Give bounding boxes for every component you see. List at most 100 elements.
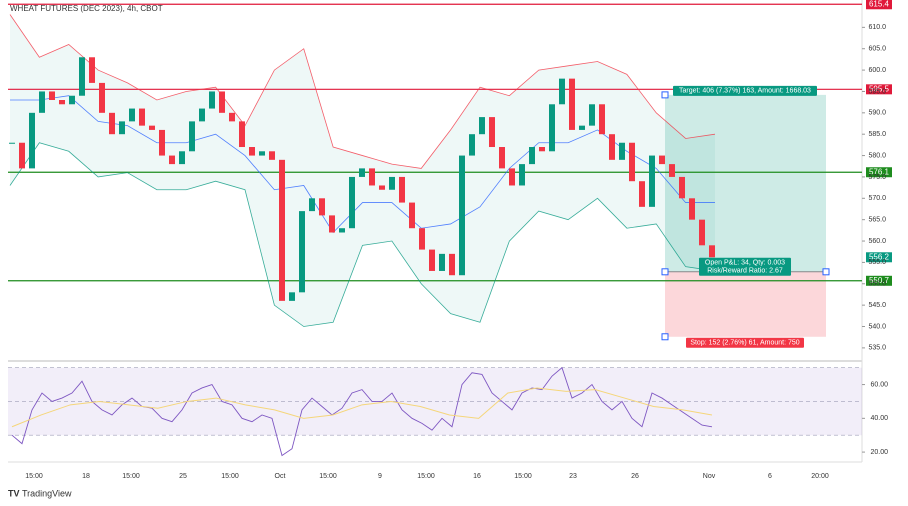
level-label: 576.1: [869, 167, 890, 176]
level-label: 595.5: [869, 84, 890, 93]
candle: [49, 91, 55, 101]
candle: [149, 125, 155, 130]
rsi-tick-label: 20.00: [870, 449, 888, 456]
position-label-bg: [699, 265, 791, 276]
candle: [119, 121, 125, 135]
y-tick-label: 575.0: [868, 174, 886, 181]
candle: [39, 91, 45, 113]
x-tick-label: 26: [631, 473, 639, 480]
candle: [539, 147, 545, 152]
x-tick-label: 15:00: [221, 473, 239, 480]
x-tick-label: 15:00: [122, 473, 140, 480]
position-label: Open P&L: 34, Qty: 0.003: [705, 260, 785, 267]
level-tag: [866, 0, 892, 10]
y-tick-label: 590.0: [868, 110, 886, 117]
candle: [69, 95, 75, 105]
level-label: 615.4: [869, 0, 890, 8]
candle: [649, 155, 655, 207]
candle: [409, 202, 415, 229]
level-label: 550.7: [869, 276, 890, 285]
level-tag: [866, 84, 892, 95]
candle: [369, 168, 375, 186]
brand: TradingView: [22, 488, 72, 498]
position-label: Target: 406 (7.37%) 163, Amount: 1668.03: [679, 88, 811, 95]
handle[interactable]: [822, 268, 830, 276]
candle: [429, 249, 435, 271]
candle: [249, 147, 255, 156]
y-tick-label: 535.0: [868, 345, 886, 352]
candle: [599, 104, 605, 135]
candle: [689, 198, 695, 220]
x-tick-label: 20:00: [811, 473, 829, 480]
candle: [619, 142, 625, 160]
x-tick-label: 15:00: [319, 473, 337, 480]
candle: [19, 142, 25, 169]
candle: [569, 78, 575, 130]
candle: [99, 82, 105, 113]
bollinger-upper: [9, 14, 716, 169]
x-tick-label: 9: [378, 473, 382, 480]
candle: [379, 185, 385, 190]
candle: [59, 100, 65, 105]
candle: [679, 176, 685, 199]
candle: [509, 168, 515, 186]
y-tick-label: 540.0: [868, 323, 886, 330]
candle: [349, 176, 355, 229]
level-tag: [866, 167, 892, 178]
candle: [459, 155, 465, 276]
rsi-ma-line: [11, 387, 713, 428]
x-tick-label: 16: [473, 473, 481, 480]
candle: [399, 176, 405, 203]
candle: [269, 151, 275, 160]
candle: [639, 181, 645, 207]
candle: [239, 121, 245, 148]
y-tick-label: 585.0: [868, 131, 886, 138]
bollinger-lower: [9, 142, 716, 327]
x-tick-label: 25: [179, 473, 187, 480]
candle: [709, 245, 715, 258]
candle: [339, 228, 345, 233]
candle: [439, 253, 445, 271]
candle: [329, 215, 335, 233]
candle: [309, 198, 315, 212]
y-tick-label: 605.0: [868, 46, 886, 53]
last-price-tag: [866, 252, 892, 263]
candle: [579, 125, 585, 130]
y-tick-label: 595.0: [868, 88, 886, 95]
position-label: Risk/Reward Ratio: 2.67: [707, 268, 783, 275]
stop-zone: [665, 271, 826, 337]
candle: [159, 129, 165, 156]
candle: [279, 159, 285, 301]
candle: [229, 112, 235, 122]
candle: [29, 112, 35, 169]
candle: [609, 134, 615, 160]
candle: [189, 121, 195, 152]
candle: [549, 104, 555, 152]
handle[interactable]: [661, 333, 669, 341]
bollinger-mid: [10, 95, 715, 234]
candle: [79, 57, 85, 96]
position-label-bg: [673, 85, 817, 96]
y-tick-label: 580.0: [868, 152, 886, 159]
chart-title: WHEAT FUTURES (DEC 2023), 4h, CBOT: [10, 4, 163, 13]
candle: [199, 108, 205, 122]
x-tick-label: Oct: [275, 473, 286, 480]
candle: [499, 147, 505, 169]
candle: [419, 228, 425, 250]
candle: [259, 151, 265, 156]
handle[interactable]: [661, 268, 669, 276]
handle[interactable]: [661, 91, 669, 99]
target-zone: [665, 94, 826, 272]
candle: [589, 104, 595, 126]
position-label-bg: [686, 337, 804, 348]
candle: [449, 253, 455, 276]
candle: [89, 57, 95, 83]
candle: [629, 142, 635, 182]
y-tick-label: 560.0: [868, 238, 886, 245]
candle: [9, 142, 15, 144]
candle: [129, 108, 135, 122]
rsi-tick-label: 40.00: [870, 415, 888, 422]
x-tick-label: 6: [768, 473, 772, 480]
